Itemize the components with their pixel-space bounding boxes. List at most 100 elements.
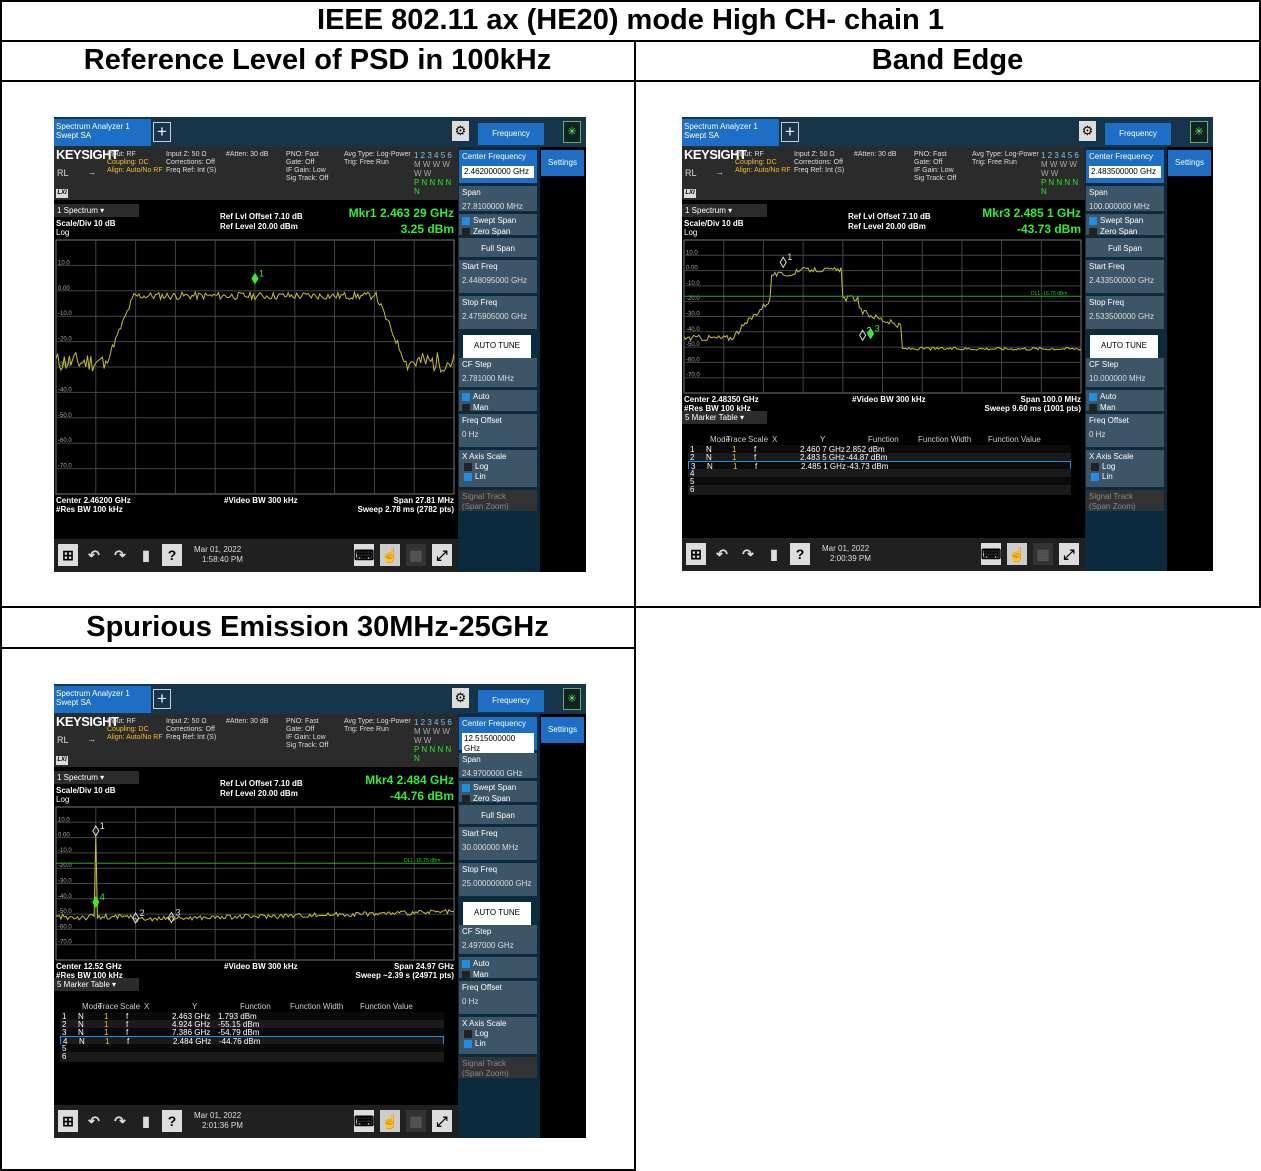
help-icon[interactable]: ? bbox=[162, 544, 182, 566]
center-frequency-softkey[interactable]: Center Frequency 2.483500000 GHz bbox=[1086, 150, 1164, 183]
full-span-softkey[interactable]: Full Span bbox=[459, 805, 537, 824]
cf-step-auto-man-softkey[interactable]: Auto Man bbox=[459, 390, 537, 413]
center-frequency-softkey[interactable]: Center Frequency 2.462000000 GHz bbox=[459, 150, 537, 183]
table-row[interactable]: 1 N 1 f 2.460 7 GHz 2.852 dBm bbox=[688, 445, 1071, 455]
cf-step-auto-man-softkey[interactable]: Auto Man bbox=[459, 957, 537, 979]
table-row[interactable]: 1 N 1 f 2.463 GHz 1.793 dBm bbox=[60, 1012, 444, 1022]
table-row[interactable]: 3 N 1 f 7.386 GHz -54.79 dBm bbox=[60, 1028, 444, 1038]
redo-icon[interactable]: ↷ bbox=[110, 544, 130, 566]
full-span-softkey[interactable]: Full Span bbox=[459, 238, 537, 257]
swept-zero-option[interactable]: Zero Span bbox=[462, 794, 534, 804]
help-icon[interactable]: ? bbox=[790, 543, 810, 565]
swept-zero-option[interactable]: Swept Span bbox=[1089, 216, 1161, 226]
tab-settings[interactable]: Settings bbox=[1168, 150, 1211, 176]
window-grid-icon[interactable]: ▦ bbox=[1033, 543, 1053, 565]
x-axis-scale-softkey[interactable]: X Axis Scale Log Lin bbox=[1086, 450, 1164, 487]
touch-icon[interactable]: ☝ bbox=[1007, 543, 1027, 565]
cf-step-auto-man-option[interactable]: Man bbox=[462, 403, 534, 413]
swept-zero-option[interactable]: Zero Span bbox=[462, 227, 534, 237]
start-freq-softkey[interactable]: Start Freq 30.000000 MHz bbox=[459, 827, 537, 860]
file-icon[interactable]: ▮ bbox=[136, 544, 156, 566]
x-axis-option[interactable]: Log bbox=[462, 462, 534, 472]
x-axis-scale-softkey[interactable]: X Axis Scale Log Lin bbox=[459, 1017, 537, 1054]
cf-step-auto-man-option[interactable]: Man bbox=[1089, 403, 1161, 413]
gear-icon[interactable]: ⚙ bbox=[452, 688, 469, 708]
cf-step-auto-man-option[interactable]: Auto bbox=[1089, 392, 1161, 402]
spectrum-plot[interactable]: 10.00.00-10.0-20.0-30.0-40.0-50.0-60.0-7… bbox=[54, 771, 458, 976]
span-softkey[interactable]: Span 24.9700000 GHz bbox=[459, 753, 537, 778]
freq-offset-softkey[interactable]: Freq Offset 0 Hz bbox=[459, 981, 537, 1014]
touch-icon[interactable]: ☝ bbox=[380, 1110, 400, 1132]
center-frequency-softkey[interactable]: Center Frequency 12.515000000 GHz bbox=[459, 717, 537, 755]
auto-tune-softkey[interactable]: AUTO TUNE bbox=[1090, 335, 1158, 358]
add-tab-plus-icon[interactable]: + bbox=[781, 122, 799, 142]
windows-icon[interactable]: ⊞ bbox=[58, 1110, 78, 1132]
windows-icon[interactable]: ⊞ bbox=[58, 544, 78, 566]
auto-tune-softkey[interactable]: AUTO TUNE bbox=[463, 902, 531, 925]
file-icon[interactable]: ▮ bbox=[764, 543, 784, 565]
full-span-softkey[interactable]: Full Span bbox=[1086, 238, 1164, 257]
swept-zero-option[interactable]: Zero Span bbox=[1089, 227, 1161, 237]
x-axis-option[interactable]: Log bbox=[462, 1029, 534, 1039]
marker-table-label[interactable]: 5 Marker Table ▾ bbox=[682, 411, 767, 424]
fullscreen-icon[interactable]: ⤢ bbox=[1059, 543, 1079, 565]
help-icon[interactable]: ? bbox=[162, 1110, 182, 1132]
tab-settings[interactable]: Settings bbox=[541, 717, 584, 743]
swept-zero-softkey[interactable]: Swept Span Zero Span bbox=[1086, 214, 1164, 237]
undo-icon[interactable]: ↶ bbox=[712, 543, 732, 565]
spectrum-window-label[interactable]: 1 Spectrum ▾ bbox=[54, 771, 139, 784]
tab-frequency[interactable]: Frequency bbox=[478, 123, 544, 145]
freq-offset-softkey[interactable]: Freq Offset 0 Hz bbox=[459, 414, 537, 447]
tab-frequency[interactable]: Frequency bbox=[1105, 123, 1171, 145]
start-freq-softkey[interactable]: Start Freq 2.433500000 GHz bbox=[1086, 260, 1164, 293]
swept-zero-option[interactable]: Swept Span bbox=[462, 216, 534, 226]
tab-spectrum-analyzer[interactable]: Spectrum Analyzer 1 Swept SA bbox=[682, 119, 779, 146]
add-tab-plus-icon[interactable]: + bbox=[153, 689, 171, 709]
gear-icon[interactable]: ⚙ bbox=[1079, 121, 1096, 141]
table-row[interactable]: 2 N 1 f 4.924 GHz -55.15 dBm bbox=[60, 1020, 444, 1030]
window-grid-icon[interactable]: ▦ bbox=[406, 544, 426, 566]
x-axis-option[interactable]: Lin bbox=[462, 472, 534, 482]
start-freq-softkey[interactable]: Start Freq 2.448095000 GHz bbox=[459, 260, 537, 293]
stop-freq-softkey[interactable]: Stop Freq 2.533500000 GHz bbox=[1086, 296, 1164, 329]
freq-offset-softkey[interactable]: Freq Offset 0 Hz bbox=[1086, 414, 1164, 447]
table-row[interactable]: 5 bbox=[60, 1044, 444, 1054]
table-row[interactable]: 5 bbox=[688, 477, 1071, 487]
span-softkey[interactable]: Span 27.8100000 MHz bbox=[459, 186, 537, 211]
x-axis-option[interactable]: Lin bbox=[1089, 472, 1161, 482]
cf-step-auto-man-option[interactable]: Auto bbox=[462, 959, 534, 969]
spectrum-window-label[interactable]: 1 Spectrum ▾ bbox=[54, 204, 139, 217]
tab-spectrum-analyzer[interactable]: Spectrum Analyzer 1 Swept SA bbox=[54, 119, 151, 146]
table-row[interactable]: 6 bbox=[688, 485, 1071, 495]
cf-step-auto-man-option[interactable]: Auto bbox=[462, 392, 534, 402]
x-axis-option[interactable]: Lin bbox=[462, 1039, 534, 1049]
spectrum-plot[interactable]: 10.00.00-10.0-20.0-30.0-40.0-50.0-60.0-7… bbox=[54, 204, 458, 510]
x-axis-scale-softkey[interactable]: X Axis Scale Log Lin bbox=[459, 450, 537, 487]
keyboard-icon[interactable]: ⌨ bbox=[354, 544, 374, 566]
stop-freq-softkey[interactable]: Stop Freq 2.475905000 GHz bbox=[459, 296, 537, 329]
marker-table-label[interactable]: 5 Marker Table ▾ bbox=[54, 978, 139, 991]
auto-tune-softkey[interactable]: AUTO TUNE bbox=[463, 335, 531, 358]
tab-frequency[interactable]: Frequency bbox=[478, 690, 544, 712]
fullscreen-icon[interactable]: ⤢ bbox=[432, 544, 452, 566]
signal-track-softkey[interactable]: Signal Track (Span Zoom) bbox=[459, 1057, 537, 1078]
file-icon[interactable]: ▮ bbox=[136, 1110, 156, 1132]
window-grid-icon[interactable]: ▦ bbox=[406, 1110, 426, 1132]
cf-step-softkey[interactable]: CF Step 2.781000 MHz bbox=[459, 358, 537, 387]
span-softkey[interactable]: Span 100.000000 MHz bbox=[1086, 186, 1164, 211]
signal-track-softkey[interactable]: Signal Track (Span Zoom) bbox=[459, 490, 537, 511]
gear-icon[interactable]: ⚙ bbox=[452, 121, 469, 141]
swept-zero-option[interactable]: Swept Span bbox=[462, 783, 534, 793]
fullscreen-icon[interactable]: ⤢ bbox=[432, 1110, 452, 1132]
tab-spectrum-analyzer[interactable]: Spectrum Analyzer 1 Swept SA bbox=[54, 686, 151, 713]
keyboard-icon[interactable]: ⌨ bbox=[354, 1110, 374, 1132]
add-tab-plus-icon[interactable]: + bbox=[153, 122, 171, 142]
tab-settings[interactable]: Settings bbox=[541, 150, 584, 176]
cf-step-softkey[interactable]: CF Step 10.000000 MHz bbox=[1086, 358, 1164, 387]
spectrum-window-label[interactable]: 1 Spectrum ▾ bbox=[682, 204, 767, 217]
table-row[interactable]: 6 bbox=[60, 1052, 444, 1062]
spectrum-plot[interactable]: 10.00.00-10.0-20.0-30.0-40.0-50.0-60.0-7… bbox=[682, 204, 1085, 409]
swept-zero-softkey[interactable]: Swept Span Zero Span bbox=[459, 781, 537, 804]
undo-icon[interactable]: ↶ bbox=[84, 1110, 104, 1132]
cf-step-softkey[interactable]: CF Step 2.497000 GHz bbox=[459, 925, 537, 954]
